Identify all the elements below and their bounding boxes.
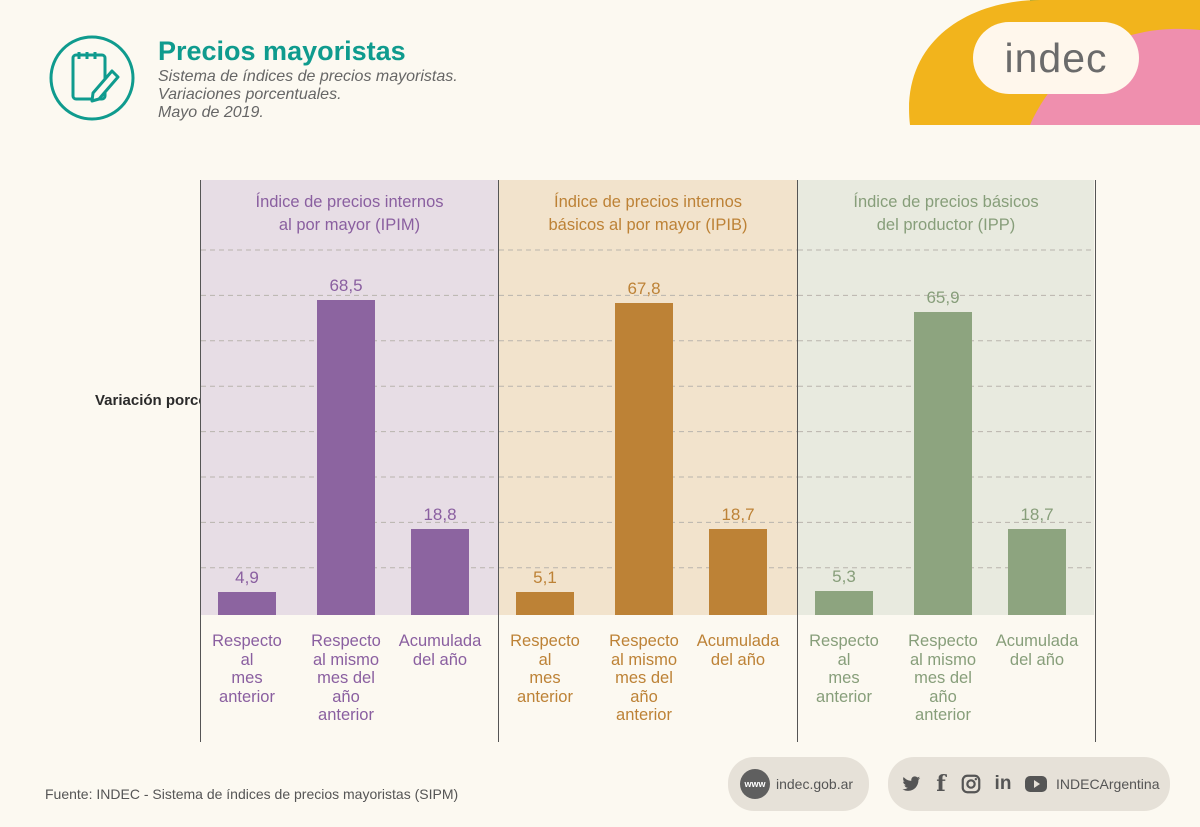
category-label-line: mes [828,669,860,687]
category-label-line: anterior [616,706,672,724]
category-label-line: al [538,650,552,669]
panel-title-line: del productor (IPP) [876,216,1016,234]
bar-value-label: 5,3 [832,566,856,586]
panel-title: Índice de precios básicos del productor (… [798,191,1094,237]
bar[interactable] [815,590,873,615]
document-pencil-icon [49,35,135,121]
bar[interactable] [411,528,469,615]
youtube-icon[interactable] [1024,775,1048,793]
bar-value-label: 4,9 [235,568,259,588]
subtitle-line: Mayo de 2019. [158,104,264,121]
category-label-line: al mismo [610,650,677,669]
www-icon: www [740,769,770,799]
category-label-line: Respecto [809,632,879,650]
category-label-line: anterior [517,687,573,706]
category-label-line: anterior [219,687,275,706]
website-text: indec.gob.ar [776,776,854,792]
category-label: Respecto al mes anterior [197,632,297,706]
bar-value-label: 65,9 [926,287,960,307]
panel-title: Índice de precios internos básicos al por… [499,191,797,237]
bar[interactable] [1008,529,1066,615]
bar[interactable] [914,311,972,615]
category-label-line: mes [529,669,561,687]
category-label: Acumulada del año [688,632,788,669]
category-label-line: al mismo [909,650,976,669]
category-label: Acumulada del año [390,632,490,669]
category-label-line: mes del [317,669,375,687]
category-label-line: Respecto [311,632,381,650]
bar[interactable] [516,591,574,615]
bar-value-label: 18,8 [423,504,457,524]
category-label-line: Respecto [212,632,282,650]
facebook-icon[interactable]: f [936,771,946,797]
panel-title: Índice de precios internos al por mayor (… [201,191,498,237]
category-label-line: mes [231,669,263,687]
indec-logo[interactable]: indec [973,22,1139,94]
bar[interactable] [317,300,375,615]
category-label-line: al [240,650,254,669]
subtitle: Sistema de índices de precios mayoristas… [158,68,458,122]
category-label: Respecto al mes anterior [495,632,595,706]
panel-divider [200,180,201,742]
category-label: Respecto al mes anterior [794,632,894,706]
social-links[interactable]: f in INDECArgentina [888,757,1170,811]
category-label-line: del año [412,650,468,669]
category-label-line: del año [710,650,766,669]
bar-value-label: 5,1 [533,567,557,587]
social-handle: INDECArgentina [1056,776,1160,792]
subtitle-line: Variaciones porcentuales. [158,86,342,103]
twitter-icon[interactable] [900,773,922,795]
panel-title-line: Índice de precios internos [255,193,444,211]
panel-divider [498,180,499,742]
page-title: Precios mayoristas [158,36,406,66]
category-label: Acumulada del año [987,632,1087,669]
category-label-line: Respecto [609,632,679,650]
category-label-line: mes del [914,669,972,687]
category-label-line: Acumulada [995,632,1079,650]
category-label-line: al mismo [312,650,379,669]
panel-title-line: Índice de precios internos [553,193,743,211]
category-label-line: Respecto [510,632,580,650]
bar[interactable] [615,303,673,615]
panel-title-line: básicos al por mayor (IPIB) [548,216,748,234]
bar-value-label: 18,7 [1020,505,1054,524]
panel-divider [1095,180,1096,742]
website-link[interactable]: www indec.gob.ar [728,757,869,811]
bar-value-label: 68,5 [329,276,363,295]
panel-divider [797,180,798,742]
source-note: Fuente: INDEC - Sistema de índices de pr… [45,786,459,802]
bar[interactable] [218,592,276,615]
category-label-line: año [630,687,658,706]
category-label-line: año [929,687,957,706]
category-label-line: Respecto [908,632,978,650]
panel-title-line: al por mayor (IPIM) [278,216,421,234]
category-label-line: al [837,650,851,669]
panel-title-line: Índice de precios básicos [853,193,1039,211]
subtitle-line: Sistema de índices de precios mayoristas… [158,68,458,85]
category-label-line: año [332,687,360,706]
category-label-line: Acumulada [696,632,780,650]
category-label: Respecto al mismo mes del año anterior [893,632,993,725]
category-label-line: anterior [816,687,872,706]
category-label-line: anterior [915,706,971,724]
bar-value-label: 18,7 [721,505,755,524]
category-label: Respecto al mismo mes del año anterior [594,632,694,725]
category-label: Respecto al mismo mes del año anterior [296,632,396,725]
category-label-line: mes del [615,669,673,687]
category-label-line: anterior [318,706,374,724]
bar-value-label: 67,8 [627,279,661,299]
bar[interactable] [709,529,767,615]
category-label-line: del año [1009,650,1065,669]
linkedin-icon[interactable]: in [994,773,1012,794]
category-label-line: Acumulada [398,632,482,650]
instagram-icon[interactable] [960,773,982,795]
